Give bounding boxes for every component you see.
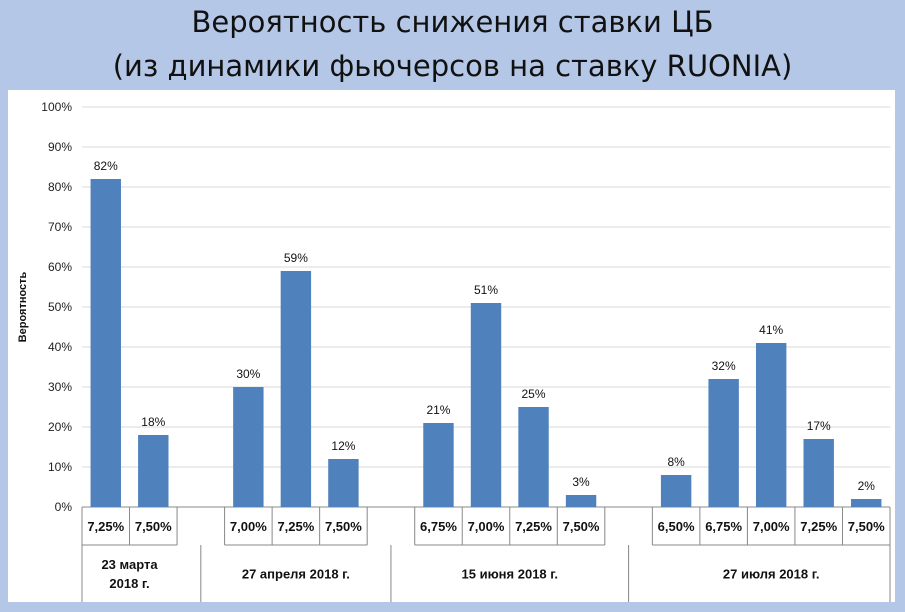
category-label: 6,75% bbox=[420, 519, 457, 534]
y-tick-label: 100% bbox=[41, 100, 72, 114]
group-label: 15 июня 2018 г. bbox=[462, 567, 558, 582]
data-label: 32% bbox=[712, 359, 736, 373]
y-tick-label: 70% bbox=[48, 220, 72, 234]
bar bbox=[660, 475, 692, 507]
category-label: 7,00% bbox=[753, 519, 790, 534]
data-label: 30% bbox=[236, 367, 260, 381]
bar bbox=[423, 423, 454, 507]
y-tick-label: 60% bbox=[48, 260, 72, 274]
data-label: 8% bbox=[667, 455, 685, 469]
bar bbox=[851, 499, 882, 507]
chart-title: Вероятность снижения ставки ЦБ (из динам… bbox=[0, 0, 905, 90]
category-label: 7,25% bbox=[87, 519, 124, 534]
data-label: 41% bbox=[759, 323, 783, 337]
data-label: 51% bbox=[474, 283, 498, 297]
category-label: 6,50% bbox=[658, 519, 695, 534]
group-label: 23 марта bbox=[101, 557, 158, 572]
y-axis-title: Вероятность bbox=[17, 271, 29, 342]
bar bbox=[328, 459, 359, 507]
bar bbox=[565, 495, 597, 507]
data-label: 82% bbox=[94, 159, 118, 173]
category-label: 7,50% bbox=[325, 519, 362, 534]
data-label: 2% bbox=[858, 479, 876, 493]
group-label: 2018 г. bbox=[109, 576, 149, 591]
data-label: 3% bbox=[572, 475, 590, 489]
group-label: 27 июля 2018 г. bbox=[723, 567, 820, 582]
y-tick-label: 0% bbox=[55, 500, 73, 514]
data-label: 59% bbox=[284, 251, 308, 265]
y-tick-label: 20% bbox=[48, 420, 72, 434]
y-tick-label: 40% bbox=[48, 340, 72, 354]
bar bbox=[138, 435, 169, 507]
data-label: 18% bbox=[141, 415, 165, 429]
bar bbox=[470, 303, 502, 507]
group-label: 27 апреля 2018 г. bbox=[242, 567, 350, 582]
bar bbox=[233, 387, 264, 507]
y-tick-label: 90% bbox=[48, 140, 72, 154]
bar bbox=[280, 271, 312, 507]
data-label: 12% bbox=[331, 439, 355, 453]
bar bbox=[803, 439, 834, 507]
category-label: 7,50% bbox=[135, 519, 172, 534]
category-label: 7,50% bbox=[563, 519, 600, 534]
bar-chart: 0% 10% 20% 30% 40% 50% 60% 70% 80% 90% 100% Вероятн… bbox=[17, 100, 891, 602]
category-label: 7,25% bbox=[515, 519, 552, 534]
chart-panel: 0% 10% 20% 30% 40% 50% 60% 70% 80% 90% 100% Вероятн… bbox=[8, 90, 895, 602]
y-tick-label: 80% bbox=[48, 180, 72, 194]
category-label: 7,00% bbox=[468, 519, 505, 534]
title-line-2: (из динамики фьючерсов на ставку RUONIA) bbox=[112, 49, 793, 83]
category-label: 7,00% bbox=[230, 519, 267, 534]
y-tick-label: 10% bbox=[48, 460, 72, 474]
bar bbox=[708, 379, 739, 507]
title-line-1: Вероятность снижения ставки ЦБ bbox=[191, 5, 714, 39]
bar bbox=[755, 343, 787, 507]
data-label: 17% bbox=[807, 419, 831, 433]
y-tick-label: 50% bbox=[48, 300, 72, 314]
data-label: 21% bbox=[426, 403, 450, 417]
category-label: 7,25% bbox=[277, 519, 314, 534]
y-tick-label: 30% bbox=[48, 380, 72, 394]
category-label: 6,75% bbox=[705, 519, 742, 534]
bar bbox=[518, 407, 549, 507]
category-label: 7,50% bbox=[848, 519, 885, 534]
bar bbox=[90, 179, 121, 507]
data-label: 25% bbox=[522, 387, 546, 401]
category-label: 7,25% bbox=[800, 519, 837, 534]
